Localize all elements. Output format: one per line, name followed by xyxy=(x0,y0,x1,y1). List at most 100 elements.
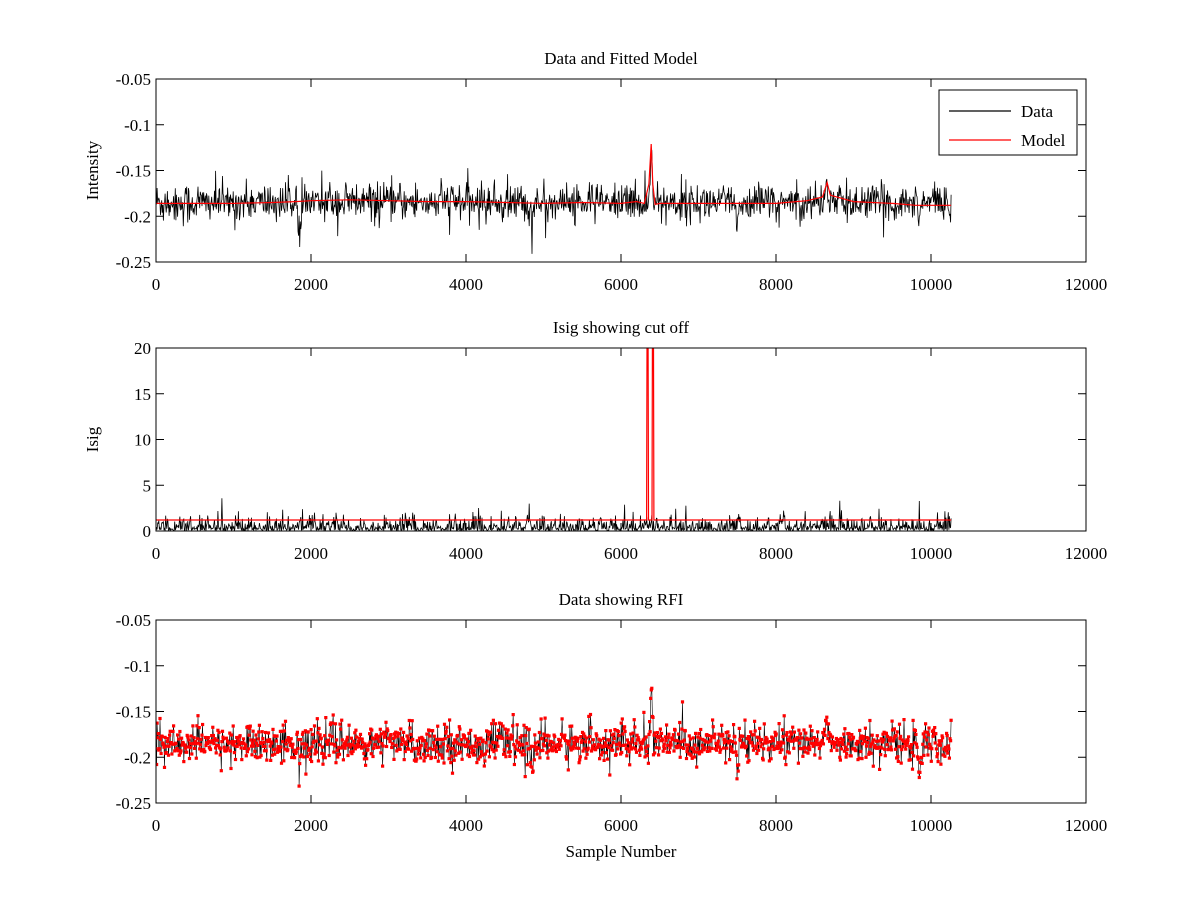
rfi-point xyxy=(494,722,498,726)
rfi-point xyxy=(889,748,894,752)
rfi-point xyxy=(937,739,941,743)
rfi-point xyxy=(381,764,385,768)
rfi-point xyxy=(903,739,907,744)
rfi-point xyxy=(751,744,755,748)
x-tick-label: 8000 xyxy=(759,275,793,294)
rfi-point xyxy=(835,748,839,752)
rfi-point xyxy=(247,747,251,751)
rfi-point xyxy=(249,744,253,748)
rfi-point xyxy=(667,750,671,754)
rfi-point xyxy=(665,750,669,754)
rfi-point xyxy=(246,724,250,729)
rfi-point xyxy=(443,737,447,741)
rfi-point xyxy=(181,741,185,745)
rfi-point xyxy=(333,722,338,726)
rfi-point xyxy=(296,746,300,751)
rfi-point xyxy=(270,741,274,745)
rfi-point xyxy=(790,732,794,736)
rfi-point xyxy=(784,733,788,737)
rfi-point xyxy=(481,738,485,742)
rfi-point xyxy=(538,749,543,753)
rfi-point xyxy=(301,730,305,734)
rfi-point xyxy=(474,741,478,745)
rfi-point xyxy=(926,753,930,757)
rfi-point xyxy=(452,758,456,762)
y-tick-label: 20 xyxy=(134,339,151,358)
rfi-point xyxy=(237,743,241,747)
rfi-point xyxy=(888,736,892,740)
rfi-point xyxy=(261,736,265,741)
x-tick-label: 12000 xyxy=(1065,275,1108,294)
rfi-point xyxy=(611,748,615,752)
rfi-point xyxy=(521,749,526,753)
rfi-point xyxy=(291,742,295,746)
rfi-point xyxy=(311,732,315,736)
rfi-point xyxy=(635,733,639,737)
rfi-point xyxy=(408,739,412,743)
rfi-point xyxy=(157,747,161,751)
rfi-point xyxy=(228,731,232,735)
rfi-point xyxy=(226,739,230,743)
rfi-point xyxy=(304,772,308,776)
rfi-point xyxy=(198,743,202,747)
rfi-point xyxy=(419,756,423,760)
rfi-point xyxy=(394,743,398,747)
rfi-point xyxy=(517,741,521,745)
rfi-point xyxy=(273,747,277,751)
rfi-point xyxy=(390,745,394,750)
rfi-point xyxy=(333,744,337,748)
rfi-point xyxy=(823,733,827,737)
series-line-noise-1 xyxy=(156,498,952,531)
rfi-point xyxy=(426,753,430,758)
rfi-point xyxy=(244,743,248,747)
rfi-point xyxy=(560,717,564,721)
rfi-point xyxy=(210,739,214,743)
rfi-point xyxy=(733,741,737,745)
rfi-point xyxy=(870,733,874,737)
rfi-point xyxy=(770,744,774,748)
rfi-point xyxy=(834,741,838,745)
rfi-point xyxy=(341,744,345,748)
rfi-point xyxy=(475,737,480,741)
rfi-point xyxy=(547,734,551,738)
rfi-point xyxy=(698,736,702,740)
rfi-point xyxy=(324,716,328,720)
rfi-point xyxy=(327,753,331,758)
rfi-point xyxy=(275,734,279,738)
rfi-point xyxy=(394,730,398,734)
rfi-point xyxy=(747,737,752,741)
rfi-point xyxy=(491,718,495,722)
rfi-point xyxy=(524,734,528,738)
rfi-point xyxy=(457,751,461,755)
rfi-point xyxy=(206,736,210,740)
rfi-point xyxy=(528,747,532,751)
rfi-point xyxy=(709,738,713,742)
rfi-point xyxy=(659,739,663,743)
rfi-point xyxy=(875,739,879,743)
rfi-point xyxy=(458,750,462,754)
rfi-point xyxy=(217,730,221,734)
rfi-point xyxy=(792,746,796,750)
rfi-point xyxy=(206,741,210,746)
rfi-point xyxy=(797,741,802,745)
rfi-point xyxy=(471,744,475,748)
rfi-point xyxy=(381,744,385,748)
rfi-point xyxy=(213,737,217,741)
rfi-point xyxy=(320,745,324,749)
rfi-point xyxy=(525,741,529,746)
rfi-point xyxy=(578,758,582,762)
rfi-point xyxy=(526,747,530,751)
rfi-point xyxy=(913,741,917,745)
rfi-point xyxy=(538,756,542,760)
rfi-point xyxy=(249,738,253,742)
rfi-point xyxy=(945,734,949,738)
rfi-point xyxy=(245,750,249,754)
series-line-2 xyxy=(156,348,952,521)
rfi-point xyxy=(812,741,816,746)
rfi-point xyxy=(701,737,705,741)
rfi-point xyxy=(423,755,427,760)
rfi-point xyxy=(931,734,935,738)
rfi-point xyxy=(360,737,364,741)
rfi-point xyxy=(678,755,682,759)
rfi-point xyxy=(369,752,373,756)
